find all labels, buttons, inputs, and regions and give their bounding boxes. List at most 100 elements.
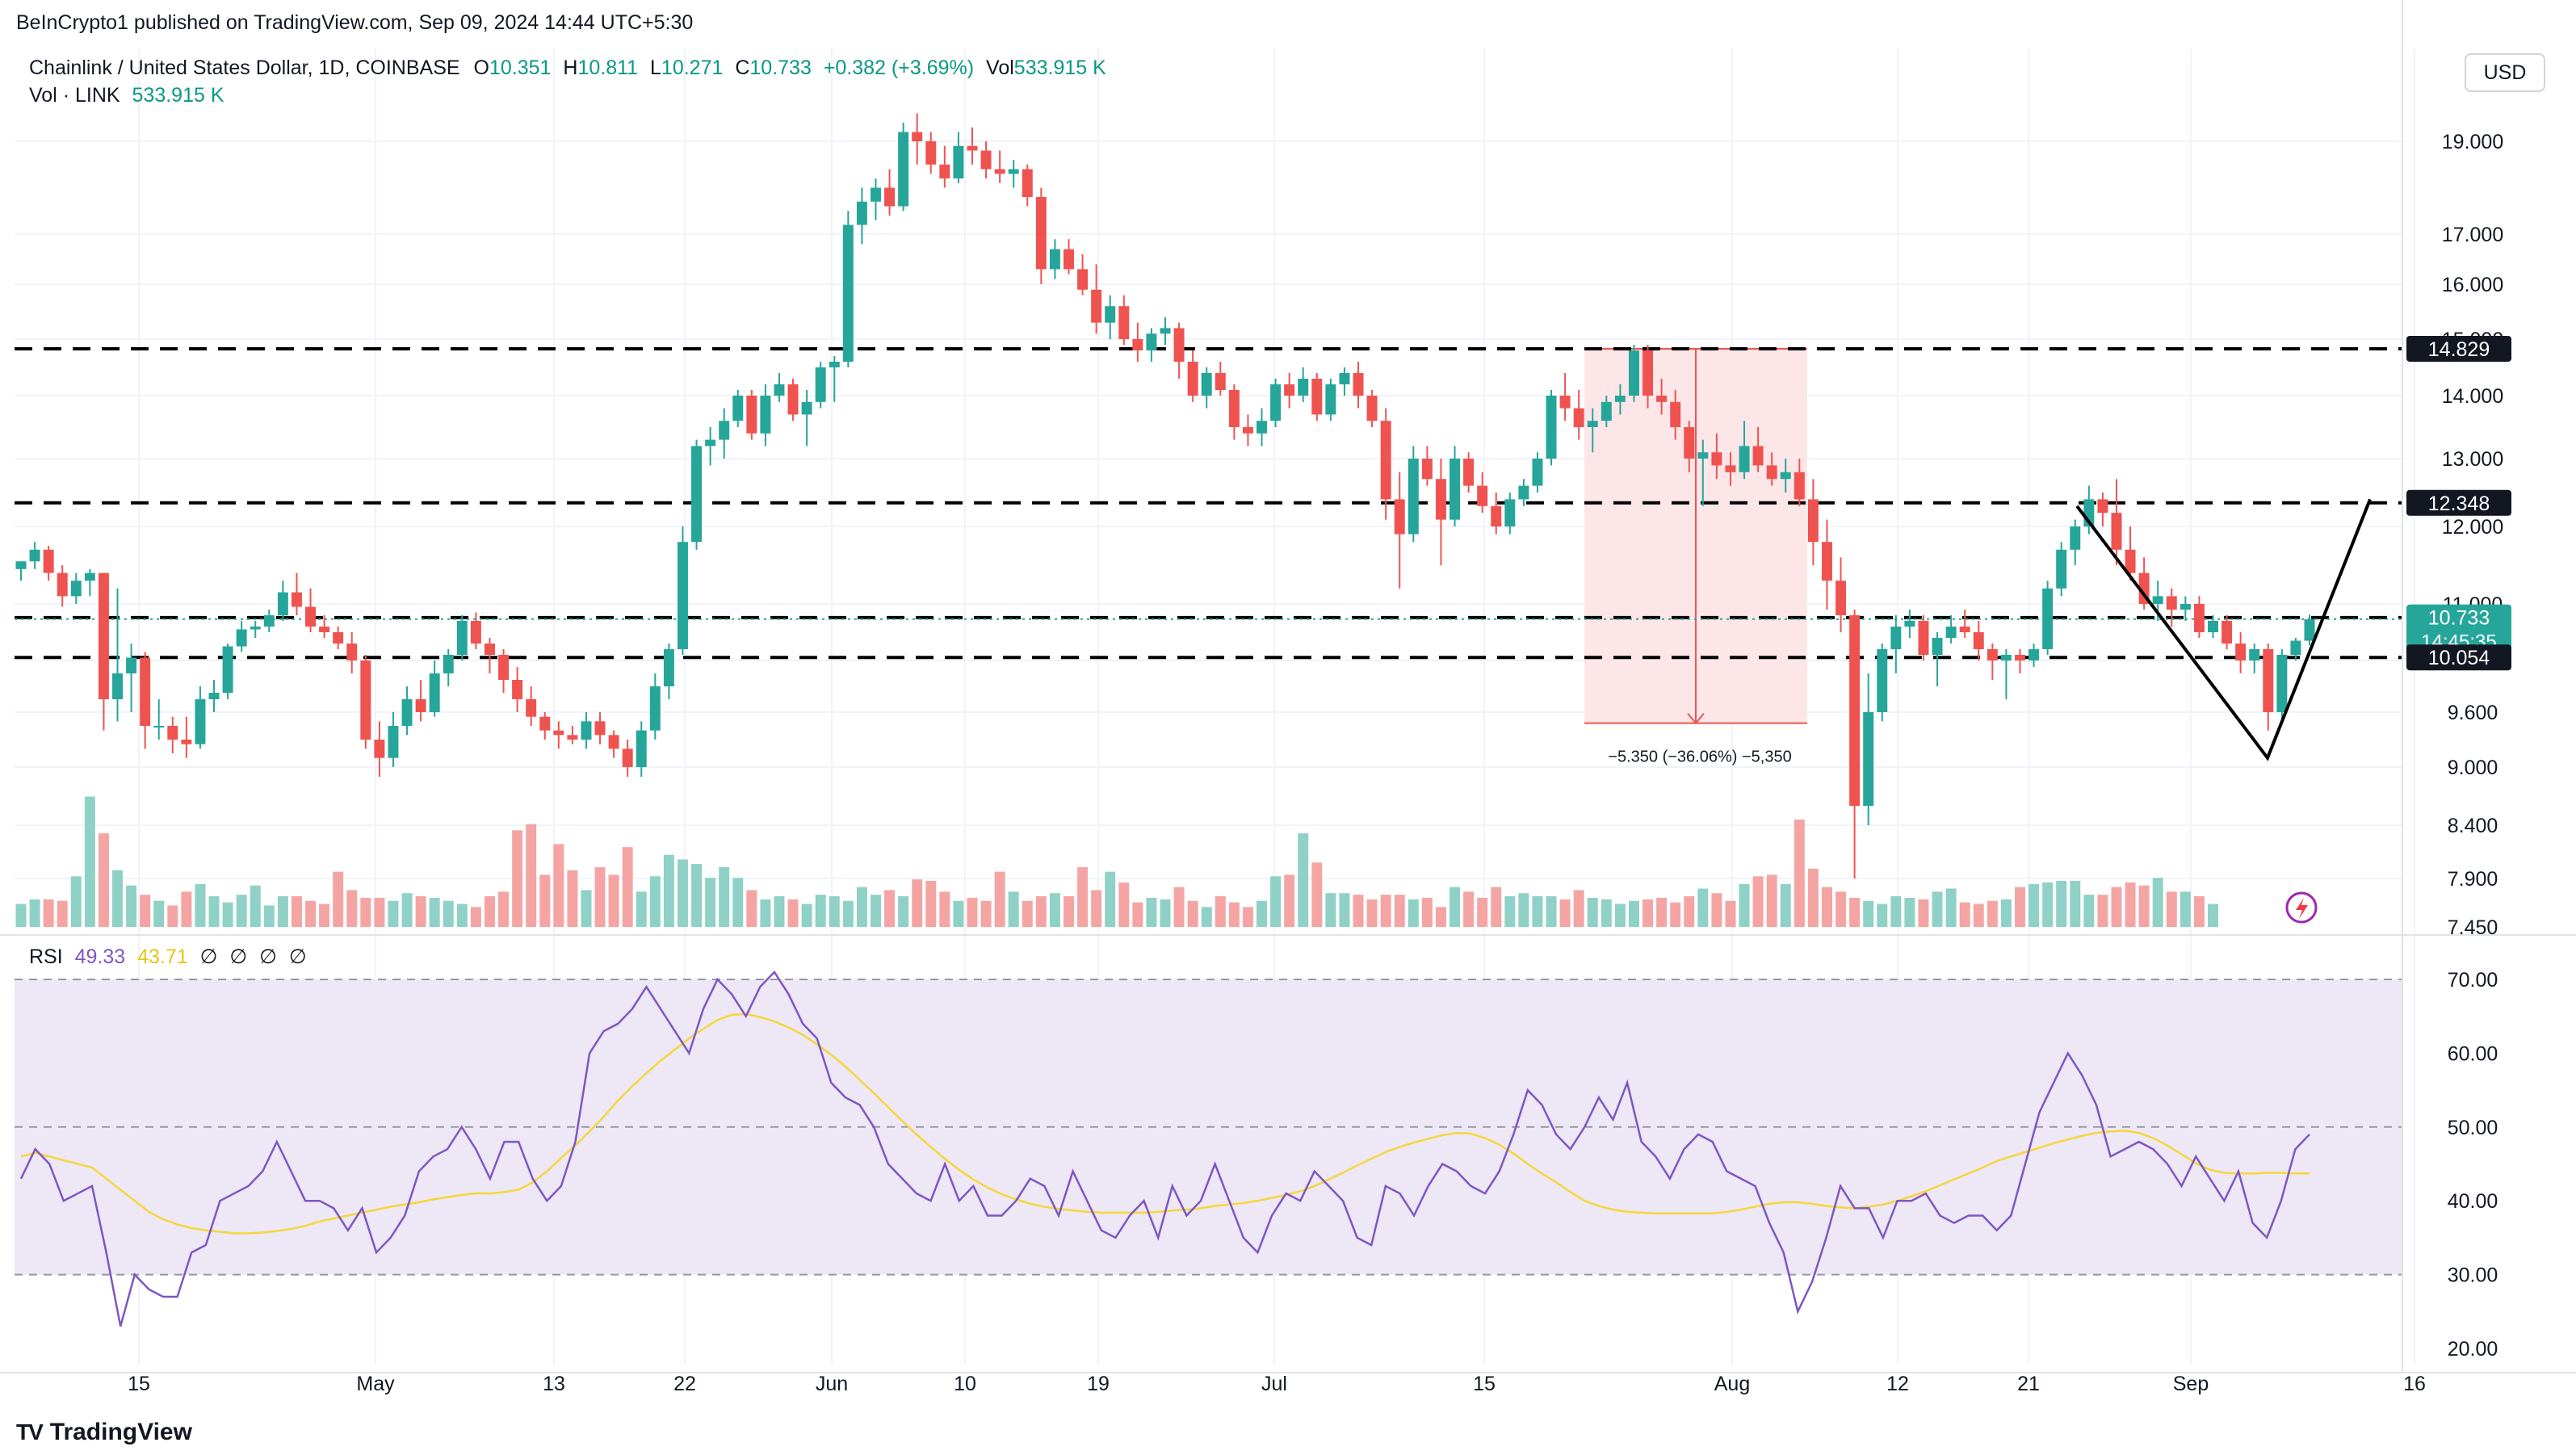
candle-body (801, 401, 812, 415)
volume-bar (319, 904, 330, 927)
volume-bar (1711, 893, 1722, 927)
candle-body (2152, 596, 2163, 604)
currency-button[interactable]: USD (2465, 53, 2545, 92)
candle-body (1215, 373, 1226, 390)
candle-body (1450, 459, 1461, 520)
candle-body (2111, 513, 2122, 550)
candle-body (2263, 649, 2274, 712)
volume-bar (2208, 904, 2218, 927)
candle-body (1394, 499, 1405, 535)
volume-bar (153, 900, 165, 927)
volume-bar (1697, 888, 1709, 927)
rsi-tick: 30.00 (2448, 1264, 2498, 1287)
candle-body (691, 446, 703, 543)
volume-bar (622, 847, 633, 927)
volume-bar (1945, 888, 1957, 927)
candle-body (1077, 269, 1089, 290)
volume-bar (1643, 899, 1654, 927)
rsi-tick: 20.00 (2448, 1338, 2498, 1361)
candle-body (98, 572, 109, 699)
candle-body (1877, 649, 1888, 712)
close-value: 10.733 (749, 57, 812, 79)
volume-bar (1849, 897, 1861, 927)
volume-bar (70, 876, 82, 927)
volume-bar (498, 891, 510, 927)
candle-body (1559, 396, 1571, 409)
rsi-toggle-4[interactable]: ∅ (288, 946, 307, 968)
volume-bar (1628, 900, 1639, 927)
candle-body (1421, 459, 1433, 480)
candle-body (167, 726, 178, 740)
volume-bar (1366, 899, 1378, 927)
volume-legend: Vol · LINK 533.915 K (29, 84, 224, 107)
volume-bar (208, 896, 220, 927)
volume-bar (1725, 900, 1736, 927)
candle-body (415, 699, 426, 712)
volume-bar (263, 905, 275, 927)
volume-bar (1546, 896, 1557, 927)
price-tick: 19.000 (2442, 131, 2503, 153)
volume-bar (663, 854, 674, 927)
v-pattern-polyline (2075, 498, 2372, 761)
volume-bar (2193, 896, 2205, 927)
high-label: H (563, 57, 578, 79)
volume-bar (181, 891, 192, 927)
candle-body (1105, 306, 1116, 323)
price-tag-label: 14.829 (2428, 338, 2490, 361)
volume-bar (84, 796, 95, 927)
candle-body (43, 549, 54, 573)
volume-bar (1325, 893, 1336, 927)
volume-bar (1284, 874, 1295, 927)
price-tick: 16.000 (2442, 274, 2503, 296)
close-label: C (735, 57, 750, 79)
candle-body (1807, 499, 1819, 543)
volume-bar (57, 900, 68, 927)
change-value: +0.382 (+3.69%) (823, 57, 975, 79)
candle-body (925, 141, 937, 165)
volume-bar (222, 902, 233, 927)
candle-body (1477, 485, 1488, 506)
volume-bar (2014, 887, 2025, 927)
volume-bar (126, 885, 137, 927)
rsi-toggle-3[interactable]: ∅ (259, 946, 277, 968)
candle-body (57, 572, 68, 597)
price-tag-bg (2406, 644, 2511, 671)
candle-body (1821, 542, 1832, 581)
measure-tool[interactable]: −5.350 (−36.06%) −5,350 (1584, 347, 1807, 766)
rsi-toggle-2[interactable]: ∅ (229, 946, 248, 968)
symbol-legend: Chainlink / United States Dollar, 1D, CO… (29, 57, 1106, 80)
volume-bar (305, 900, 317, 927)
volume-bar (2070, 881, 2081, 927)
candle-body (1684, 427, 1695, 459)
v-pattern-line[interactable] (2075, 498, 2372, 761)
volume-bar (2056, 881, 2067, 927)
volume-bar (994, 871, 1005, 927)
volume-bar (567, 870, 578, 927)
volume-bar (1035, 896, 1047, 927)
candle-body (1766, 465, 1777, 480)
price-tag-bg (2406, 604, 2511, 653)
candle-body (1739, 446, 1750, 472)
rsi-label: RSI (29, 946, 63, 968)
candle-body (787, 384, 799, 415)
candle-body (677, 542, 688, 649)
candle-body (2304, 618, 2315, 641)
price-tick: 17.000 (2442, 224, 2503, 246)
volume-bar (1601, 899, 1612, 927)
candle-body (1160, 328, 1171, 334)
tradingview-brand[interactable]: TV TradingView (16, 1419, 192, 1446)
volume-bar (842, 900, 854, 927)
candle-body (2290, 640, 2301, 655)
candle-body (1904, 621, 1915, 627)
candle-body (1491, 505, 1502, 526)
volume-bar (2000, 899, 2012, 927)
volume-bar (636, 891, 647, 927)
measure-arrow-head (1687, 712, 1705, 725)
rsi-toggle-1[interactable]: ∅ (199, 946, 218, 968)
volume-bar (1877, 904, 1888, 927)
candle-body (1932, 638, 1943, 655)
candle-body (898, 132, 909, 207)
candle-body (553, 730, 564, 736)
candle-body (1146, 333, 1157, 350)
